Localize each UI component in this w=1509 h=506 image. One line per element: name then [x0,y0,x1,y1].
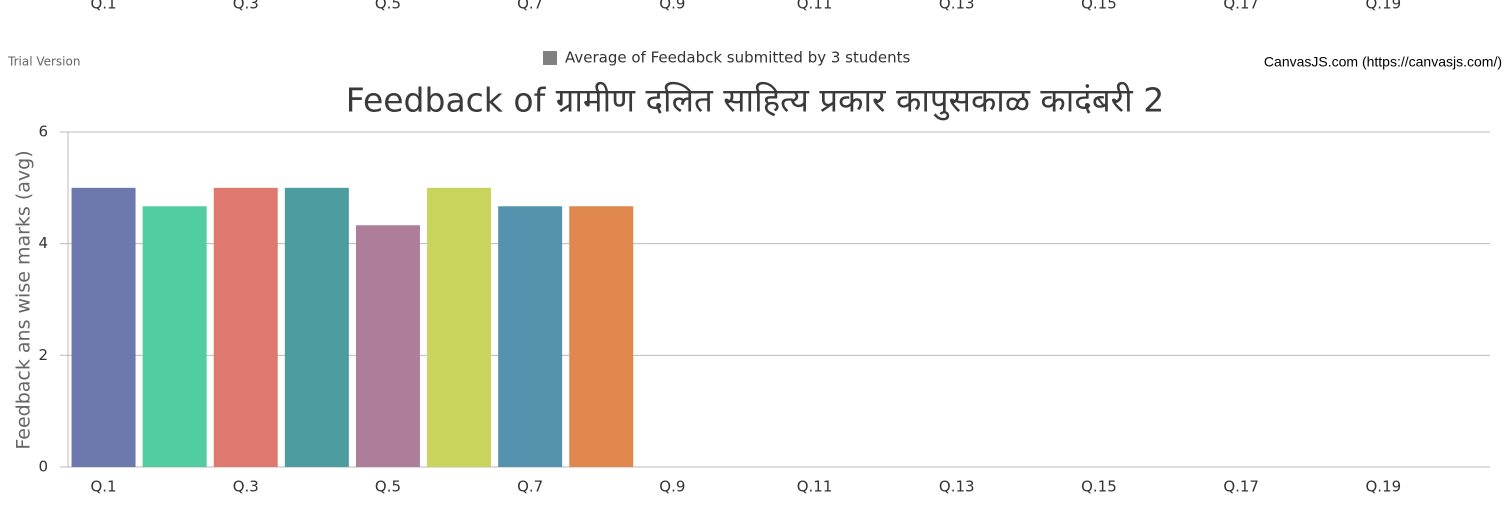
clipped-label: Q.5 [375,0,401,13]
x-tick-label: Q.13 [939,478,975,496]
clipped-label: Q.11 [797,0,833,13]
bar [355,225,420,467]
bar [427,187,492,468]
trial-text: Trial Version [7,55,80,69]
x-tick-label: Q.1 [90,478,116,496]
bar [284,187,349,468]
clipped-label: Q.19 [1366,0,1402,13]
clipped-label: Q.9 [659,0,685,13]
x-tick-label: Q.19 [1366,478,1402,496]
y-tick-label: 6 [38,123,48,141]
x-tick-label: Q.5 [375,478,401,496]
y-tick-label: 4 [38,234,48,252]
bar [498,206,563,467]
x-tick-label: Q.11 [797,478,833,496]
bar [569,206,634,467]
bar [142,206,207,467]
clipped-label: Q.17 [1223,0,1259,13]
clipped-label: Q.3 [233,0,259,13]
credit: CanvasJS.com (https://canvasjs.com/) [1264,54,1502,70]
x-tick-label: Q.17 [1223,478,1259,496]
bar [213,187,278,468]
y-tick-label: 2 [38,346,48,364]
x-tick-label: Q.3 [233,478,259,496]
clipped-label: Q.1 [90,0,116,13]
clipped-label: Q.7 [517,0,543,13]
y-tick-label: 0 [38,458,48,476]
y-axis-label: Feedback ans wise marks (avg) [13,150,35,449]
x-tick-label: Q.15 [1081,478,1117,496]
clipped-label: Q.15 [1081,0,1117,13]
x-tick-label: Q.9 [659,478,685,496]
clipped-label: Q.13 [939,0,975,13]
bar [71,187,136,468]
chart-title: Feedback of ग्रामीण दलित साहित्य प्रकार … [346,81,1164,121]
legend-swatch [543,51,557,65]
x-tick-label: Q.7 [517,478,543,496]
legend-label: Average of Feedabck submitted by 3 stude… [565,49,911,67]
